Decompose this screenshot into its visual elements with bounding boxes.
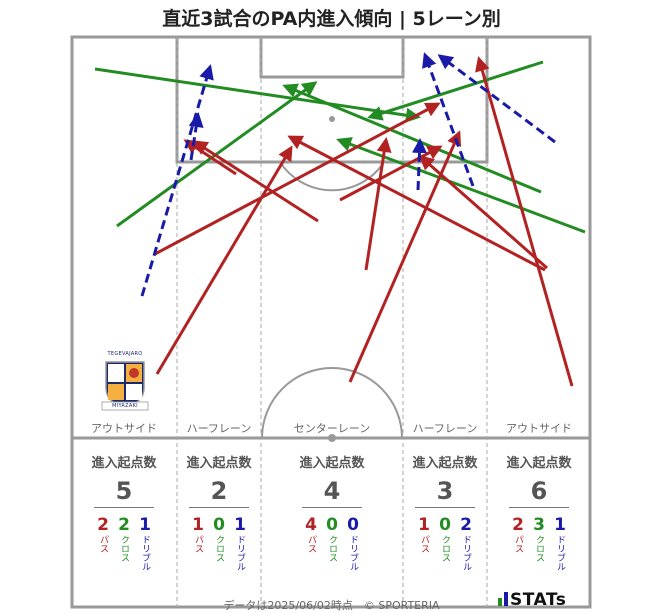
pass-count: 1 — [418, 515, 430, 535]
pass-arrow — [348, 130, 462, 383]
dribble-arrow — [140, 64, 214, 297]
stat-header: 進入起点数 — [412, 456, 478, 471]
stat-header: 進入起点数 — [186, 456, 252, 471]
pass-label: パス — [98, 535, 108, 553]
cross-arrow — [94, 67, 421, 123]
stat-breakdown: 2 パス 2 クロス 1 ドリブル — [74, 516, 174, 571]
stat-breakdown: 4 パス 0 クロス 0 ドリブル — [262, 516, 402, 571]
stat-divider — [302, 507, 362, 508]
cross-count: 0 — [213, 515, 225, 535]
dribble-count: 1 — [234, 515, 246, 535]
cross-label: クロス — [119, 535, 129, 562]
dribble-count: 1 — [554, 515, 566, 535]
lane-label-left-outside: アウトサイド — [91, 422, 157, 435]
stat-divider — [509, 507, 569, 508]
cross-count: 2 — [118, 515, 130, 535]
stats-logo: STATs — [498, 590, 566, 610]
cross-label: クロス — [327, 535, 337, 562]
dribble-arrow — [412, 138, 428, 191]
pitch-lines — [70, 35, 592, 609]
dribble-label: ドリブル — [235, 535, 245, 571]
cross-count: 0 — [439, 515, 451, 535]
cross-arrow — [336, 137, 586, 234]
stat-header: 進入起点数 — [506, 456, 572, 471]
pass-arrow — [475, 56, 574, 387]
cross-label: クロス — [440, 535, 450, 562]
dribble-arrow — [188, 112, 204, 161]
stat-block-left-outside: 進入起点数 5 2 パス 2 クロス 1 ドリブル — [74, 452, 174, 571]
stat-breakdown: 1 パス 0 クロス 2 ドリブル — [404, 516, 486, 571]
stat-block-right-outside: 進入起点数 6 2 パス 3 クロス 1 ドリブル — [489, 452, 589, 571]
stat-total: 2 — [210, 477, 228, 505]
pass-count: 4 — [305, 515, 317, 535]
badge-top-text: TEGEVAJARO — [107, 351, 143, 357]
pass-arrow — [364, 137, 392, 271]
stat-divider — [415, 507, 475, 508]
pass-arrow — [155, 145, 293, 375]
pass-arrow — [192, 140, 319, 223]
logo-text: STATs — [510, 590, 567, 610]
pass-arrows — [154, 56, 574, 387]
dribble-arrows — [140, 52, 556, 297]
cross-label: クロス — [534, 535, 544, 562]
pass-count: 2 — [512, 515, 524, 535]
pass-count: 2 — [97, 515, 109, 535]
stat-total: 4 — [323, 477, 341, 505]
stat-total: 3 — [436, 477, 454, 505]
logo-mark-icon — [498, 598, 502, 606]
dribble-label: ドリブル — [140, 535, 150, 571]
page-title: 直近3試合のPA内進入傾向 | 5レーン別 — [162, 8, 501, 30]
logo-mark-icon — [504, 592, 508, 606]
lane-label-right-half: ハーフレーン — [412, 422, 478, 435]
dribble-count: 1 — [139, 515, 151, 535]
stat-block-center: 進入起点数 4 4 パス 0 クロス 0 ドリブル — [262, 452, 402, 571]
goal-area — [259, 35, 405, 79]
footer-credit: データは2025/06/02時点 © SPORTERIA — [223, 599, 440, 612]
dribble-count: 2 — [460, 515, 472, 535]
pass-label: パス — [306, 535, 316, 553]
stat-divider — [94, 507, 154, 508]
cross-count: 0 — [326, 515, 338, 535]
pass-arrow — [418, 155, 548, 270]
cross-label: クロス — [214, 535, 224, 562]
penalty-spot — [329, 116, 335, 122]
pass-label: パス — [513, 535, 523, 553]
stat-header: 進入起点数 — [299, 456, 365, 471]
center-spot — [328, 434, 336, 442]
stat-block-right-half: 進入起点数 3 1 パス 0 クロス 2 ドリブル — [404, 452, 486, 571]
pass-label: パス — [419, 535, 429, 553]
center-circle — [261, 367, 403, 439]
dribble-label: ドリブル — [461, 535, 471, 571]
pass-label: パス — [193, 535, 203, 553]
dribble-arrow — [422, 52, 475, 187]
team-badge — [101, 361, 149, 411]
pass-arrow — [154, 102, 441, 256]
cross-arrow — [367, 60, 544, 121]
pass-arrow — [287, 135, 546, 272]
dribble-label: ドリブル — [348, 535, 358, 571]
stat-header: 進入起点数 — [91, 456, 157, 471]
dribble-label: ドリブル — [555, 535, 565, 571]
stat-block-left-half: 進入起点数 2 1 パス 0 クロス 1 ドリブル — [178, 452, 260, 571]
lane-dividers — [176, 37, 488, 607]
lane-label-left-half: ハーフレーン — [186, 422, 252, 435]
stat-total: 6 — [530, 477, 548, 505]
cross-arrows — [94, 60, 586, 234]
lane-label-right-outside: アウトサイド — [506, 422, 572, 435]
pass-arrow — [183, 139, 237, 176]
badge-bottom-text: MIYAZAKI — [112, 403, 138, 409]
cross-count: 3 — [533, 515, 545, 535]
dribble-count: 0 — [347, 515, 359, 535]
stat-divider — [189, 507, 249, 508]
pass-count: 1 — [192, 515, 204, 535]
lane-label-center: センターレーン — [293, 422, 371, 435]
dribble-arrow — [437, 54, 556, 144]
penalty-arc — [279, 161, 385, 192]
stat-breakdown: 1 パス 0 クロス 1 ドリブル — [178, 516, 260, 571]
stat-breakdown: 2 パス 3 クロス 1 ドリブル — [489, 516, 589, 571]
stat-total: 5 — [115, 477, 133, 505]
